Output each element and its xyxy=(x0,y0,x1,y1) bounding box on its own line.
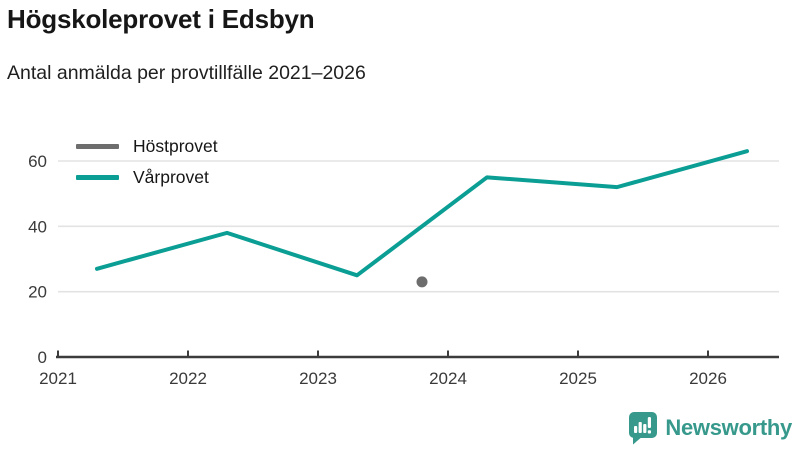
x-tick-label-2021: 2021 xyxy=(39,369,77,388)
x-tick-label-2024: 2024 xyxy=(429,369,467,388)
legend-swatch-varprovet xyxy=(76,175,119,180)
chart-legend: Höstprovet Vårprovet xyxy=(76,131,218,193)
legend-swatch-hostprovet xyxy=(76,144,119,149)
newsworthy-logo: Newsworthy xyxy=(628,411,792,445)
y-tick-label-20: 20 xyxy=(28,283,47,302)
legend-item-varprovet: Vårprovet xyxy=(76,162,218,193)
chart-subtitle: Antal anmälda per provtillfälle 2021–202… xyxy=(7,62,366,84)
newsworthy-wordmark: Newsworthy xyxy=(665,415,792,440)
x-tick-label-2022: 2022 xyxy=(169,369,207,388)
bar-chart-speech-bubble-icon xyxy=(629,412,658,445)
y-tick-label-0: 0 xyxy=(38,348,47,367)
chart-title: Högskoleprovet i Edsbyn xyxy=(7,4,315,34)
x-tick-label-2026: 2026 xyxy=(689,369,727,388)
series-line-vårprovet xyxy=(95,149,749,278)
y-tick-label-60: 60 xyxy=(28,152,47,171)
legend-item-hostprovet: Höstprovet xyxy=(76,131,218,162)
legend-label-varprovet: Vårprovet xyxy=(133,167,209,187)
x-tick-label-2023: 2023 xyxy=(299,369,337,388)
x-tick-label-2025: 2025 xyxy=(559,369,597,388)
series-point-höstprovet xyxy=(416,276,428,288)
y-tick-label-40: 40 xyxy=(28,217,47,236)
legend-label-hostprovet: Höstprovet xyxy=(133,136,218,156)
